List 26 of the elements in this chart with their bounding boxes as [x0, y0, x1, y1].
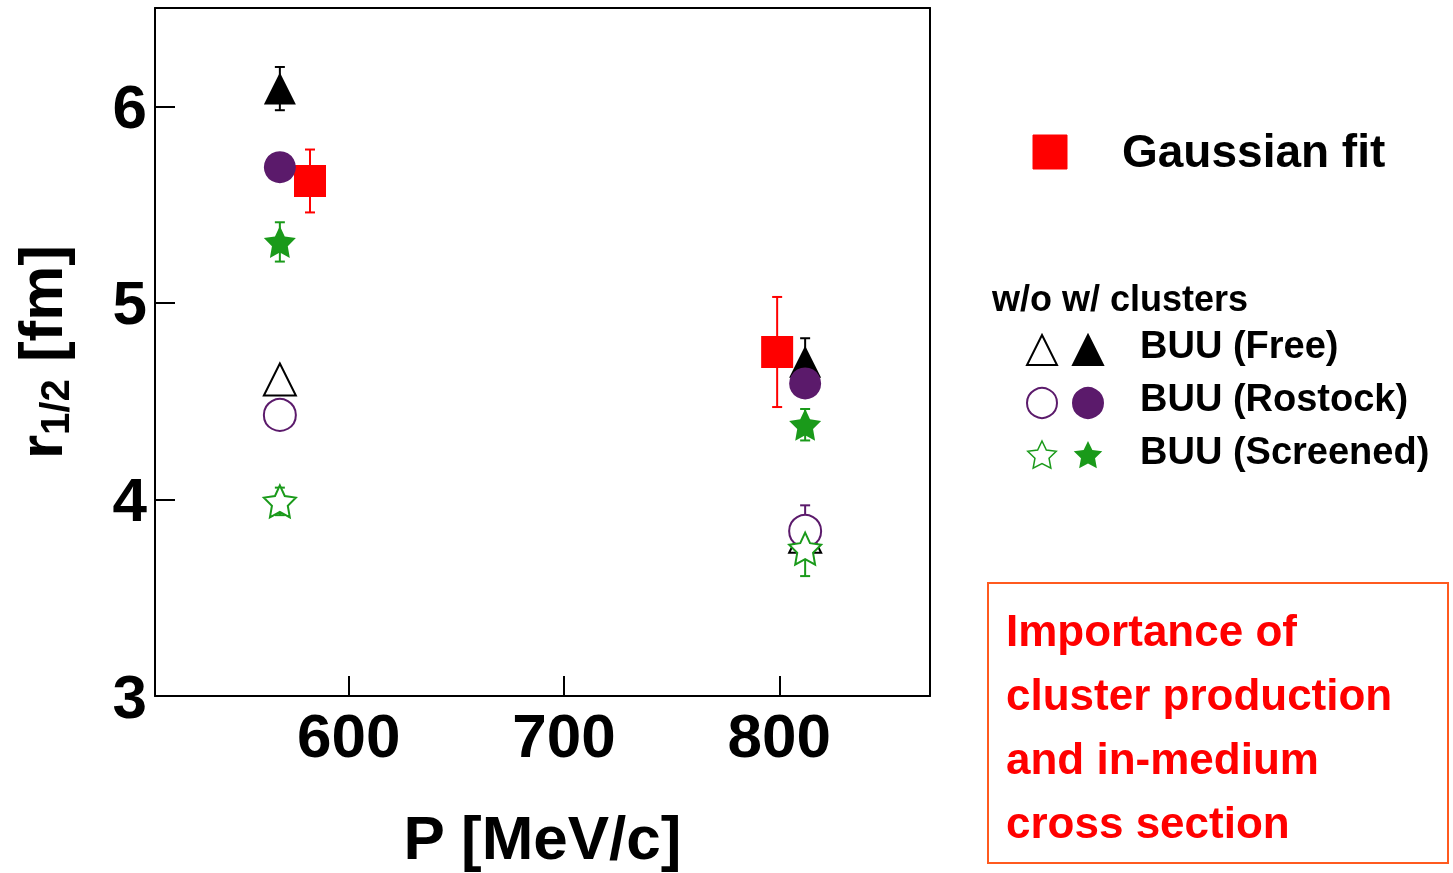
point: [789, 408, 822, 441]
legend-label: BUU (Screened): [1140, 430, 1430, 472]
x-tick-label: 800: [727, 700, 832, 770]
legend-label: BUU (Free): [1140, 324, 1339, 366]
point: [262, 362, 297, 397]
point: [262, 484, 297, 519]
point: [262, 397, 297, 432]
point: [263, 151, 296, 184]
point: [263, 225, 296, 258]
point: [789, 367, 822, 400]
y-axis-title: r1/2 [fm]: [5, 244, 77, 460]
point: [263, 72, 296, 105]
point: [294, 164, 326, 197]
y-tick-label: 3: [112, 661, 147, 731]
x-axis-title: P [MeV/c]: [403, 802, 682, 872]
y-tick-label: 6: [112, 71, 147, 141]
legend-label: Gaussian fit: [1122, 125, 1386, 177]
x-tick-label: 700: [512, 700, 616, 770]
legend-label: BUU (Rostock): [1140, 377, 1409, 419]
text: Importance of cluster production and in-medium cross section: [1006, 605, 1405, 847]
y-tick-label: 5: [112, 268, 147, 338]
y-tick-label: 4: [112, 464, 148, 534]
point: [788, 531, 823, 566]
x-tick-label: 600: [297, 700, 401, 770]
legend-title: w/o w/ clusters: [991, 277, 1249, 319]
point: [761, 336, 794, 368]
